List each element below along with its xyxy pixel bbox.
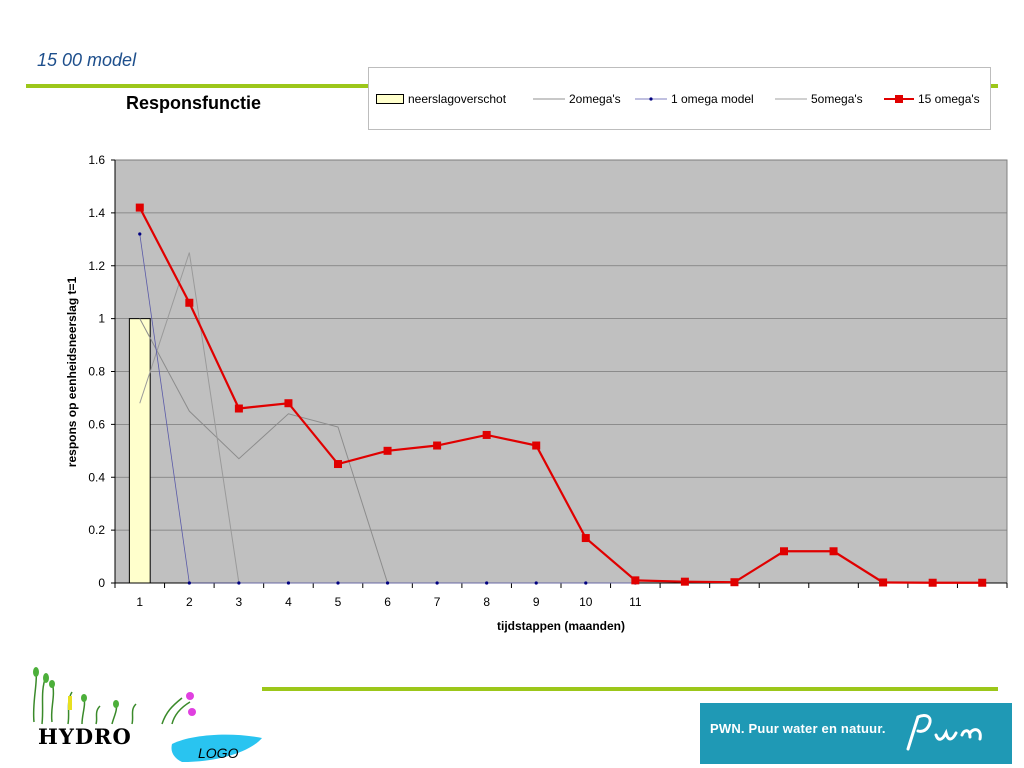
slide-title: 15 00 model bbox=[37, 50, 137, 70]
y-tick-label: 1.4 bbox=[88, 206, 105, 220]
chart-title: Responsfunctie bbox=[126, 93, 262, 113]
point-15omegas bbox=[879, 578, 888, 587]
point-1-omega-model bbox=[534, 581, 538, 585]
legend-label: 1 omega model bbox=[671, 92, 754, 106]
y-tick-label: 0.4 bbox=[88, 470, 105, 484]
point-1-omega-model bbox=[237, 581, 241, 585]
legend-label: 5omega's bbox=[811, 92, 863, 106]
legend-entry-5omegas: 5omega's bbox=[775, 92, 863, 106]
x-tick-label: 1 bbox=[136, 595, 143, 609]
bar-neerslagoverschot bbox=[128, 318, 151, 584]
x-tick-label: 6 bbox=[384, 595, 391, 609]
chart-legend: neerslagoverschot 2omega's 1 omega model… bbox=[368, 67, 991, 130]
y-tick-label: 0 bbox=[98, 576, 105, 590]
y-tick-label: 1.6 bbox=[88, 153, 105, 167]
point-15omegas bbox=[334, 460, 342, 469]
point-1-omega-model bbox=[584, 581, 588, 585]
x-tick-label: 10 bbox=[579, 595, 593, 609]
y-tick-label: 1 bbox=[98, 312, 105, 326]
point-15omegas bbox=[532, 441, 541, 450]
y-tick-label: 0.8 bbox=[88, 365, 105, 379]
point-15omegas bbox=[978, 578, 987, 587]
point-15omegas bbox=[928, 578, 937, 587]
x-tick-label: 3 bbox=[236, 595, 243, 609]
legend-entry-2omegas: 2omega's bbox=[533, 92, 621, 106]
y-tick-label: 0.6 bbox=[88, 417, 105, 431]
y-tick-label: 1.2 bbox=[88, 259, 105, 273]
point-15omegas bbox=[829, 547, 838, 556]
point-1-omega-model bbox=[138, 232, 142, 236]
point-15omegas bbox=[482, 430, 491, 439]
point-1-omega-model bbox=[485, 581, 489, 585]
point-15omegas bbox=[631, 576, 640, 585]
x-tick-label: 9 bbox=[533, 595, 540, 609]
hydro-wordmark: HYDRO bbox=[38, 724, 132, 749]
point-15omegas bbox=[234, 404, 243, 413]
y-axis-label: respons op eenheidsneerslag t=1 bbox=[65, 276, 79, 467]
point-1-omega-model bbox=[336, 581, 340, 585]
response-chart: 0 0.2 0.4 0.6 0.8 1 1.2 1.4 1.6 1 2 3 4 5 6 7 8 9 10 11 res… bbox=[65, 153, 1008, 633]
point-15omegas bbox=[433, 441, 442, 450]
legend-entry-1-omega-model: 1 omega model bbox=[635, 92, 754, 106]
x-tick-label: 8 bbox=[483, 595, 490, 609]
point-15omegas bbox=[135, 203, 144, 212]
x-tick-label: 7 bbox=[434, 595, 441, 609]
legend-label: neerslagoverschot bbox=[408, 92, 507, 106]
point-1-omega-model bbox=[385, 581, 390, 585]
point-1-omega-model bbox=[286, 581, 291, 585]
hydro-logo: HYDRO LOGO bbox=[32, 667, 262, 762]
x-tick-label: 11 bbox=[629, 595, 642, 609]
pwn-banner: PWN. Puur water en natuur. bbox=[700, 703, 1012, 764]
point-15omegas bbox=[780, 547, 788, 556]
bottom-divider bbox=[262, 687, 998, 691]
x-tick-label: 2 bbox=[186, 595, 193, 609]
point-15omegas bbox=[185, 298, 194, 307]
point-15omegas bbox=[284, 399, 293, 408]
point-15omegas bbox=[581, 534, 590, 543]
point-15omegas bbox=[680, 577, 689, 586]
x-tick-label: 4 bbox=[285, 595, 292, 609]
pwn-tagline: PWN. Puur water en natuur. bbox=[710, 721, 886, 736]
point-15omegas bbox=[383, 446, 392, 455]
legend-entry-15omegas: 15 omega's bbox=[884, 92, 980, 106]
legend-entry-neerslagoverschot: neerslagoverschot bbox=[376, 92, 506, 106]
point-1-omega-model bbox=[435, 581, 439, 585]
legend-label: 2omega's bbox=[569, 92, 621, 106]
x-tick-label: 5 bbox=[335, 595, 342, 609]
legend-label: 15 omega's bbox=[918, 92, 980, 106]
point-15omegas bbox=[730, 578, 739, 587]
y-tick-label: 0.2 bbox=[88, 523, 105, 537]
pwn-signature-icon bbox=[906, 713, 982, 751]
x-axis-label: tijdstappen (maanden) bbox=[497, 619, 625, 633]
point-1-omega-model bbox=[187, 581, 191, 585]
hydro-sub-label: LOGO bbox=[198, 745, 239, 761]
line-15omegas bbox=[138, 207, 983, 584]
